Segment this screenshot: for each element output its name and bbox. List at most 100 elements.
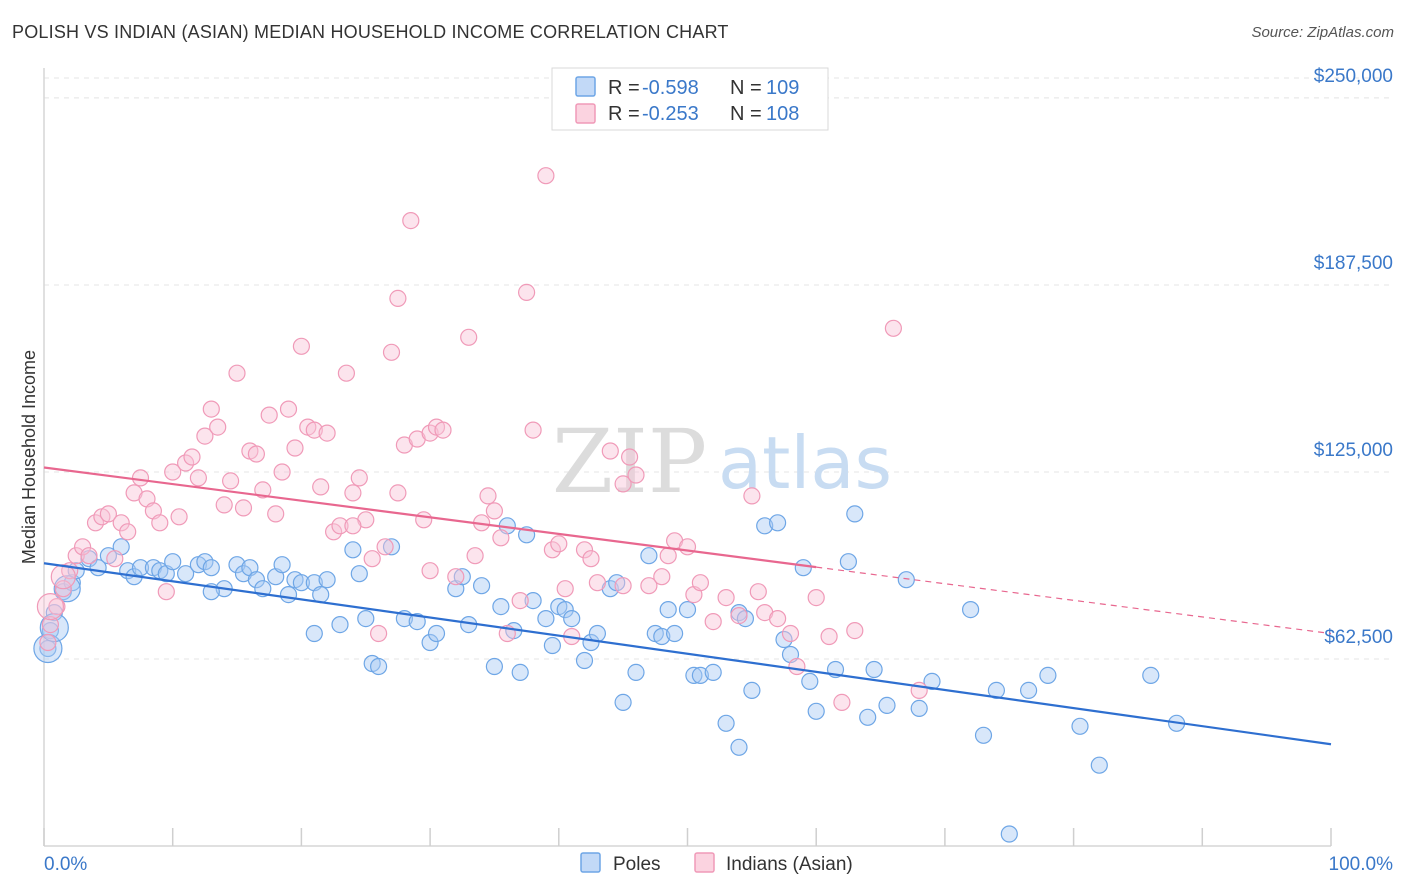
legend-r-label: R =: [608, 103, 640, 125]
data-point: [627, 663, 645, 682]
data-point: [833, 693, 851, 712]
data-point: [112, 514, 130, 532]
data-point: [479, 487, 497, 505]
data-point: [588, 624, 607, 643]
y-tick-label: $250,000: [1314, 66, 1393, 87]
y-tick-label: $187,500: [1314, 253, 1393, 274]
data-point: [350, 469, 368, 487]
data-point: [344, 484, 362, 502]
data-point: [279, 585, 298, 604]
data-point: [492, 529, 510, 547]
data-point: [897, 571, 915, 589]
legend-swatch-poles: [580, 852, 601, 873]
y-tick-label: $125,000: [1314, 440, 1393, 461]
data-point: [434, 421, 452, 439]
data-point: [756, 517, 774, 535]
legend-n-label: N =: [730, 77, 762, 99]
y-axis-title: Median Household Income: [19, 350, 39, 564]
data-point: [878, 696, 896, 715]
series-indians-points: [36, 167, 928, 712]
data-point: [196, 427, 214, 445]
data-point: [743, 681, 761, 700]
data-point: [421, 424, 439, 442]
data-point: [466, 547, 484, 565]
legend-label-poles: Poles: [613, 854, 661, 875]
legend-n-label: N =: [730, 103, 762, 125]
data-point: [691, 666, 710, 685]
data-point: [601, 442, 619, 460]
data-point: [247, 445, 265, 463]
data-point: [685, 666, 703, 685]
x-tick-label-min: 0.0%: [44, 854, 87, 875]
data-point: [987, 681, 1006, 700]
data-point: [582, 550, 600, 568]
data-point: [183, 448, 201, 466]
data-point: [910, 699, 928, 718]
data-point: [659, 547, 677, 565]
legend-swatch-indians: [575, 103, 596, 124]
data-point: [865, 660, 883, 679]
data-point: [485, 657, 503, 676]
data-point: [382, 343, 401, 361]
data-point: [73, 538, 92, 556]
data-point: [517, 283, 536, 301]
data-point: [511, 663, 529, 682]
legend-r-value: -0.253: [642, 103, 699, 125]
watermark-atlas: atlas: [718, 421, 892, 505]
data-point: [807, 588, 825, 607]
data-point: [768, 609, 787, 628]
data-point: [222, 472, 240, 490]
data-point: [331, 517, 349, 535]
data-point: [537, 609, 555, 628]
data-point: [41, 615, 60, 634]
trend-line-indians-extension: [816, 566, 1332, 635]
data-point: [801, 672, 819, 691]
data-point: [1000, 825, 1018, 843]
y-tick-label: $62,500: [1324, 627, 1393, 648]
watermark-zip: ZIP: [552, 410, 707, 513]
data-point: [678, 538, 697, 556]
data-point: [543, 636, 562, 655]
data-point: [421, 633, 439, 652]
data-point: [614, 693, 632, 712]
data-point: [717, 714, 735, 732]
chart-title: POLISH VS INDIAN (ASIAN) MEDIAN HOUSEHOL…: [12, 22, 729, 42]
data-point: [119, 523, 137, 541]
data-point: [453, 568, 471, 586]
data-point: [730, 606, 748, 625]
data-point: [492, 597, 510, 616]
data-point: [627, 466, 645, 484]
data-point: [382, 538, 401, 556]
data-point: [473, 577, 491, 595]
legend-label-indians: Indians (Asian): [726, 854, 853, 875]
data-point: [794, 559, 812, 577]
data-point: [974, 726, 993, 744]
x-tick-label-max: 100.0%: [1329, 854, 1394, 875]
data-point: [640, 547, 658, 565]
data-point: [550, 535, 568, 553]
trend-line-poles: [43, 562, 1332, 746]
data-point: [202, 400, 220, 418]
legend-box: [551, 67, 829, 131]
data-point: [389, 484, 407, 502]
y-tick-labels: $62,500 $125,000 $187,500 $250,000: [1314, 66, 1393, 648]
data-point: [286, 439, 304, 457]
data-point: [1142, 666, 1160, 685]
data-point: [640, 577, 658, 595]
data-point: [447, 568, 465, 586]
data-point: [415, 511, 433, 529]
data-point: [279, 400, 298, 418]
data-point: [106, 550, 124, 568]
data-point: [743, 487, 761, 505]
legend-swatch-indians: [694, 852, 715, 873]
data-point: [177, 454, 195, 472]
data-point: [131, 469, 150, 487]
data-point: [337, 364, 355, 382]
data-point: [254, 481, 272, 499]
data-point: [318, 424, 336, 442]
data-point: [318, 571, 336, 589]
legend-r-value: -0.598: [642, 77, 699, 99]
data-point: [402, 212, 420, 230]
data-point: [177, 565, 195, 583]
data-point: [292, 337, 310, 355]
